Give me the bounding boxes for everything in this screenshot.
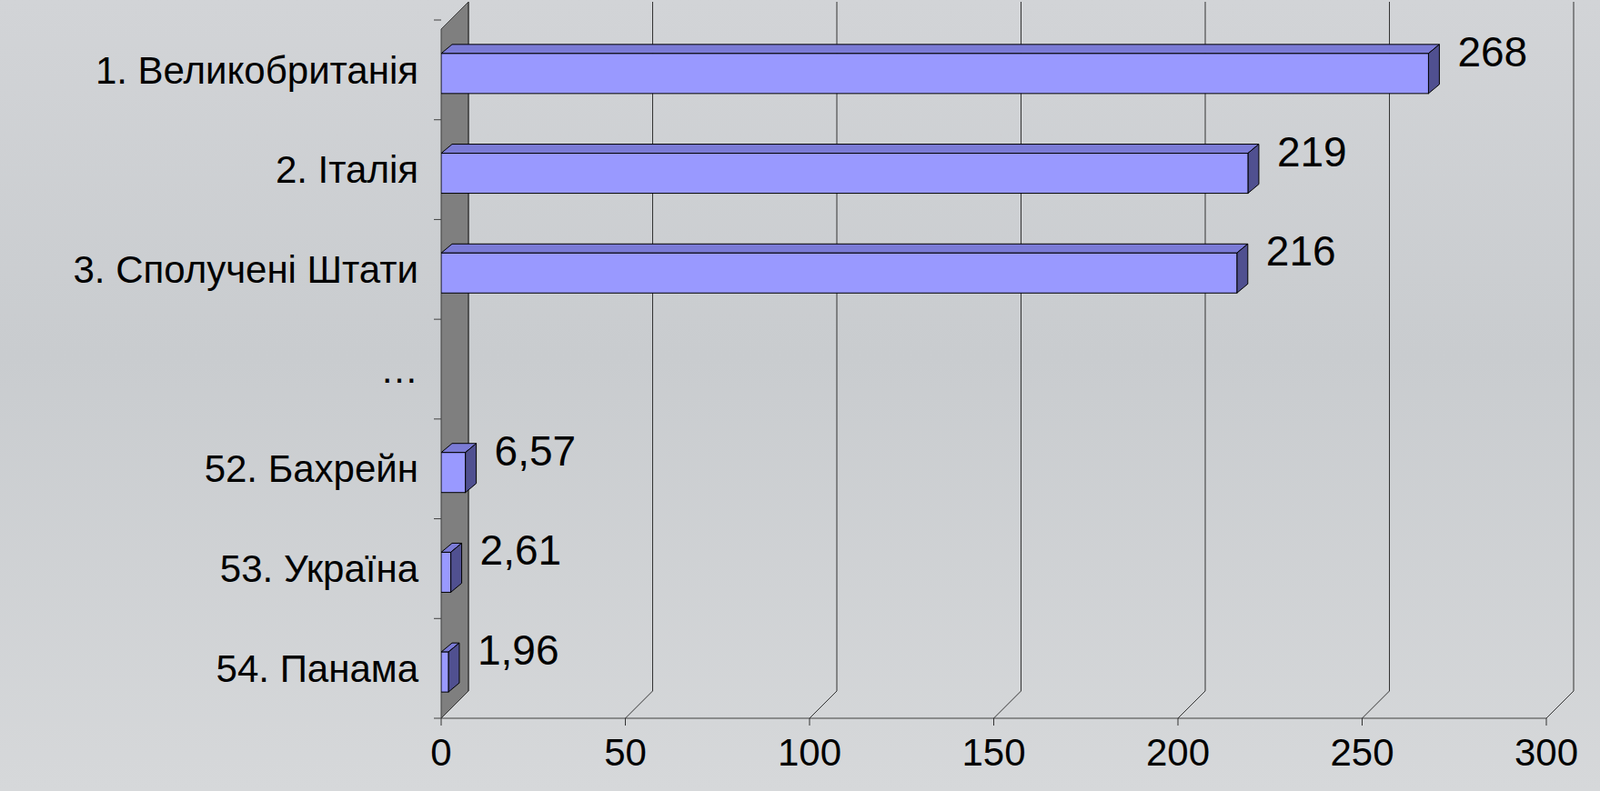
category-tick [433,518,442,520]
tick [624,718,626,726]
tick [1361,718,1363,726]
tick-label: 0 [430,731,452,775]
bar-side [451,543,463,593]
tick-label: 150 [961,731,1026,775]
bars [441,44,1439,693]
bar-side [1428,44,1439,94]
grid-line [652,1,654,692]
data-label: 6,57 [494,427,577,475]
bar [441,44,1439,94]
bar-front [441,252,1238,293]
data-label: 2,61 [480,526,563,574]
bar-front [441,153,1248,194]
bar-front [441,53,1429,94]
tick [1177,718,1179,726]
bar [441,443,477,494]
category-tick [433,219,442,221]
data-label: 219 [1277,128,1348,176]
grid-floor-line [1177,691,1206,719]
category-label: 52. Бахрейн [204,447,419,491]
bar [441,643,460,693]
tick-label: 250 [1329,731,1394,775]
tick [993,718,995,726]
bar [441,543,463,593]
bar-side [1237,243,1248,293]
category-tick [433,319,442,321]
category-label: 1. Великобританія [95,49,419,92]
grid-floor-line [994,691,1022,719]
tick [441,718,443,726]
tick-label: 100 [777,731,842,775]
grid-floor-line [809,691,837,719]
category-label: 54. Панама [216,647,420,691]
bar-top [441,243,1248,253]
grid-line [1573,1,1575,692]
grid-line [1205,1,1207,692]
grid-line [1388,1,1390,692]
grid-line [1020,1,1022,692]
data-label: 216 [1266,227,1337,275]
bar [441,243,1248,293]
bar [441,144,1259,194]
tick-label: 300 [1514,731,1579,775]
category-label: … [380,348,419,392]
category-label: 2. Італія [275,148,419,192]
category-tick [433,718,442,720]
grid-line [836,1,838,692]
grid-floor-line [1546,691,1574,719]
bar-front [441,652,449,693]
grid-floor-line [625,691,654,719]
category-label: 3. Сполучені Штати [72,248,419,292]
category-tick [433,119,442,121]
bar-side [465,443,477,494]
data-label: 1,96 [477,626,560,675]
tick-label: 50 [603,731,647,775]
bar-top [441,144,1259,154]
bar-front [441,552,452,593]
data-label: 268 [1457,28,1528,76]
category-tick [433,418,442,420]
bar-front [441,452,466,494]
bar-side [448,643,460,693]
tick-label: 200 [1146,731,1210,775]
grid-floor-line [1362,691,1390,719]
category-tick [433,618,442,620]
side-wall [441,1,469,719]
tick [809,718,811,726]
grid-floor-line [441,691,469,719]
bar-side [1247,144,1259,194]
category-tick [433,20,442,21]
tick [1546,718,1548,726]
chart: 0 50 100 150 200 250 300 1. Великобританія 268 2.… [0,0,1600,791]
bar-top [441,44,1439,54]
category-label: 53. Україна [220,547,420,591]
grid-line [468,1,470,692]
